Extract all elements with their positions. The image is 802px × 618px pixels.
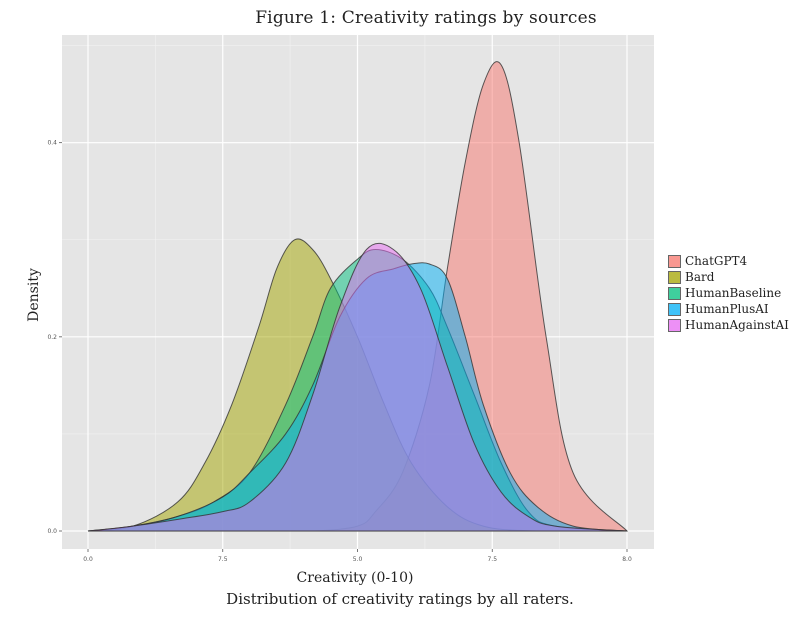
legend-swatch [668, 302, 681, 316]
x-tick-label: 5.0 [353, 556, 363, 563]
x-axis-label: Creativity (0-10) [297, 570, 414, 586]
figure-caption: Distribution of creativity ratings by al… [226, 590, 574, 608]
legend-item-chatgpt4: ChatGPT4 [668, 253, 789, 269]
y-tick-label: 0.2 [47, 334, 57, 341]
x-tick-label: 7.5 [218, 556, 228, 563]
legend-label: HumanAgainstAI [685, 318, 789, 332]
legend-swatch [668, 286, 681, 300]
legend-item-humanbaseline: HumanBaseline [668, 285, 789, 301]
legend-item-bard: Bard [668, 269, 789, 285]
legend-label: Bard [685, 270, 715, 284]
legend-item-humanagainstai: HumanAgainstAI [668, 317, 789, 333]
legend-swatch [668, 270, 681, 284]
density-areas [87, 61, 629, 532]
legend-label: HumanPlusAI [685, 302, 769, 316]
x-tick-label: 7.5 [487, 556, 497, 563]
legend-swatch [668, 254, 681, 268]
x-tick-label: 0.0 [83, 556, 93, 563]
y-tick-label: 0.0 [47, 528, 57, 535]
legend: ChatGPT4 Bard HumanBaseline HumanPlusAI Huma… [668, 253, 789, 333]
y-tick-label: 0.4 [47, 140, 57, 147]
legend-label: HumanBaseline [685, 286, 782, 300]
x-tick-label: 8.0 [622, 556, 632, 563]
y-axis-ticks: 0.0 0.2 0.4 [47, 140, 62, 535]
legend-swatch [668, 318, 681, 332]
legend-item-humanplusai: HumanPlusAI [668, 301, 789, 317]
y-axis-label: Density [26, 268, 42, 322]
density-area-humanagainstai [87, 242, 628, 532]
x-axis-ticks: 0.0 7.5 5.0 7.5 8.0 [83, 549, 632, 563]
chart-title: Figure 1: Creativity ratings by sources [255, 8, 597, 28]
legend-label: ChatGPT4 [685, 254, 748, 268]
